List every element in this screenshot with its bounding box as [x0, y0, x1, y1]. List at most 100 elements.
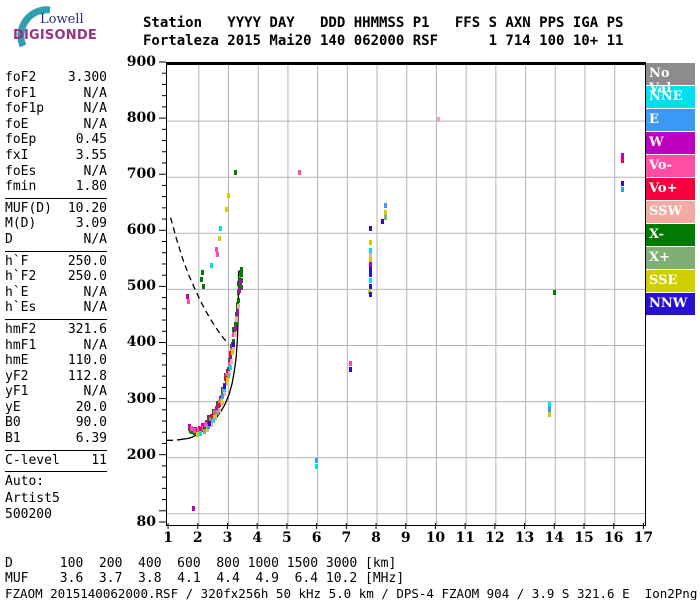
param-value: 3.09 [75, 216, 107, 232]
x-axis-label-4: 4 [252, 530, 263, 546]
echo-point-x- [234, 322, 238, 328]
param-row-hf: h`F 250.0 [5, 254, 107, 270]
echo-point-w [191, 505, 195, 511]
echo-point-nnw [208, 421, 211, 426]
echo-point-nnw [368, 272, 372, 278]
echo-point-w [186, 294, 189, 300]
echo-point-x- [200, 270, 204, 276]
param-row-fof2: foF2 3.300 [5, 70, 107, 86]
param-value: 250.0 [67, 269, 107, 285]
echo-point-vo+ [211, 414, 214, 420]
echo-point-nne [228, 364, 232, 370]
param-row-he: h`E N/A [5, 285, 107, 301]
x-axis-label-2: 2 [192, 530, 203, 546]
header-line1: Station YYYY DAY DDD HHMMSS P1 FFS S AXN… [143, 15, 624, 31]
echo-point-w [235, 309, 239, 315]
legend-item-vo-: Vo- [646, 155, 695, 177]
echo-point-vo- [193, 428, 197, 434]
param-row-fof1p: foF1p N/A [5, 101, 107, 117]
echo-point-nnw [380, 218, 384, 224]
y-axis-label-200: 200 [126, 446, 156, 463]
param-value: 20.0 [75, 399, 107, 415]
echo-point-sse [368, 257, 372, 263]
echo-point-vo+ [620, 158, 624, 164]
legend-item-nne: NNE [646, 86, 695, 108]
param-label: M(D) [5, 216, 37, 232]
legend-item-sse: SSE [646, 270, 695, 292]
param-row-fmin: fmin 1.80 [5, 179, 107, 195]
param-value: N/A [83, 231, 107, 247]
echo-point-vo- [196, 428, 200, 434]
file-info-footer: FZAOM_2015140062000.RSF / 320fx256h 50 k… [5, 586, 700, 600]
param-label: foF1p [5, 101, 45, 117]
echo-point-w [228, 356, 232, 362]
x-axis-label-15: 15 [574, 530, 594, 546]
x-axis-label-17: 17 [633, 530, 654, 546]
param-value: 0.45 [75, 132, 107, 148]
echo-point-ssw [225, 381, 229, 387]
echo-point-nne [218, 226, 222, 232]
param-row-hmf1: hmF1 N/A [5, 338, 107, 354]
echo-point-sse [226, 192, 230, 198]
param-value: 250.0 [67, 253, 107, 269]
echo-point-ssw [231, 346, 235, 352]
profile-extrapolation-line [167, 438, 183, 441]
param-row-mufd: MUF(D) 10.20 [5, 201, 107, 217]
param-value: N/A [83, 101, 107, 117]
x-axis-label-6: 6 [311, 530, 322, 546]
echo-point-e [314, 458, 318, 463]
param-label: hmF1 [5, 337, 37, 353]
x-axis-label-13: 13 [514, 530, 535, 546]
echo-point-nnw [369, 291, 372, 297]
x-axis-label-9: 9 [400, 530, 411, 546]
x-axis-label-7: 7 [341, 530, 352, 546]
param-value: N/A [83, 284, 107, 300]
echo-point-nne [209, 262, 213, 268]
echo-point-nnw [368, 266, 372, 272]
param-row-foe: foE N/A [5, 117, 107, 133]
x-axis-label-5: 5 [282, 530, 292, 546]
echo-point-w [233, 325, 237, 331]
param-label: foEp [5, 132, 37, 148]
x-axis-label-1: 1 [163, 530, 173, 546]
echo-point-sse [368, 288, 372, 294]
param-label: foEs [5, 163, 37, 179]
echo-point-ssw [233, 332, 237, 338]
echo-point-x- [227, 366, 230, 372]
echo-point-ssw [220, 400, 224, 406]
echo-point-nne [198, 431, 202, 437]
echo-point-e [620, 187, 624, 192]
autoscaling-info: Auto: Artist5 500200 [5, 471, 107, 527]
legend-item-nnw: NNW [646, 293, 695, 315]
param-row-hmf2: hmF2 321.6 [5, 322, 107, 338]
echo-point-nne [211, 417, 215, 423]
echo-point-vo- [348, 360, 352, 366]
param-value: 3.55 [75, 147, 107, 163]
dmuf-d-row: D 100 200 400 600 800 1000 1500 3000 [km… [5, 556, 397, 571]
echo-point-w [238, 279, 242, 285]
echo-point-vo- [227, 362, 231, 368]
autoscaling-line: 500200 [5, 507, 52, 523]
param-value: N/A [83, 116, 107, 132]
param-label: fmin [5, 179, 37, 195]
y-axis-label-600: 600 [126, 222, 156, 239]
echo-point-x- [552, 289, 556, 295]
echo-point-w [214, 405, 218, 411]
y-axis-label-700: 700 [126, 166, 156, 183]
param-label: C-level [5, 452, 60, 468]
echo-point-ssw [235, 316, 239, 322]
ionogram-canvas [167, 65, 645, 525]
echo-point-sse [225, 377, 229, 383]
echo-point-e [547, 406, 551, 412]
ionogram-header: Station YYYY DAY DDD HHMMSS P1 FFS S AXN… [143, 14, 623, 50]
y-axis-label-300: 300 [126, 390, 156, 407]
param-row-ye: yE 20.0 [5, 400, 107, 416]
param-value: N/A [83, 384, 107, 400]
echo-point-x- [229, 353, 233, 359]
echo-point-nnw [222, 383, 226, 389]
echo-point-w [368, 261, 372, 267]
legend-item-x+: X+ [646, 247, 695, 269]
param-section: hmF2 321.6 hmF1 N/A hmE 110.0 yF2 112.8 yF1 N/A yE… [5, 318, 107, 450]
